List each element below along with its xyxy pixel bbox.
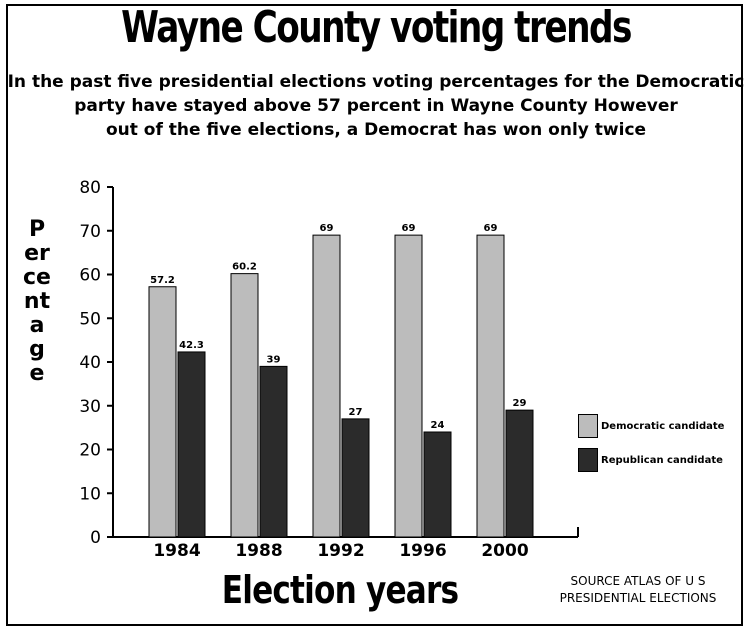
- x-tick-label-1988: 1988: [235, 541, 282, 561]
- x-tick-label-1992: 1992: [317, 541, 364, 561]
- y-tick-label-40: 40: [79, 353, 101, 373]
- dem-label-1992: 69: [320, 223, 334, 234]
- legend-republican: Republican candidate: [578, 448, 723, 472]
- dem-label-1996: 69: [402, 223, 416, 234]
- chart-subtitle: In the past five presidential elections …: [0, 70, 752, 142]
- rep-label-1996: 24: [431, 420, 445, 431]
- y-tick-label-30: 30: [79, 397, 101, 417]
- rep-label-2000: 29: [513, 398, 527, 409]
- y-tick-label-10: 10: [79, 484, 101, 504]
- dem-label-1988: 60.2: [232, 262, 257, 273]
- dem-bar-1988: [230, 273, 259, 538]
- rep-bar-2000: [505, 409, 534, 538]
- y-tick-label-80: 80: [79, 178, 101, 198]
- legend-republican-swatch: [578, 448, 598, 472]
- rep-bar-1984: [177, 351, 206, 538]
- dem-bar-1996: [394, 234, 423, 538]
- legend-democratic-label: Democratic candidate: [601, 420, 725, 432]
- rep-label-1984: 42.3: [179, 340, 204, 351]
- dem-label-1984: 57.2: [150, 275, 175, 286]
- subtitle-line-1: In the past five presidential elections …: [7, 72, 745, 92]
- subtitle-line-3: out of the five elections, a Democrat ha…: [105, 120, 647, 140]
- dem-label-2000: 69: [484, 223, 498, 234]
- rep-bar-1988: [259, 365, 288, 538]
- dem-bar-1984: [148, 286, 177, 538]
- legend-democratic: Democratic candidate: [578, 414, 724, 438]
- source-note: SOURCE ATLAS OF U S PRESIDENTIAL ELECTIO…: [548, 573, 728, 607]
- rep-bar-1996: [423, 431, 452, 538]
- rep-bar-1992: [341, 418, 370, 538]
- y-tick-label-60: 60: [79, 266, 101, 286]
- subtitle-line-2: party have stayed above 57 percent in Wa…: [74, 96, 678, 116]
- x-tick-label-2000: 2000: [481, 541, 528, 561]
- y-tick-label-70: 70: [79, 222, 101, 242]
- x-tick-label-1996: 1996: [399, 541, 446, 561]
- y-tick-label-50: 50: [79, 309, 101, 329]
- x-axis-label: Election years: [221, 568, 459, 612]
- source-line-2: PRESIDENTIAL ELECTIONS: [559, 591, 717, 605]
- legend-democratic-swatch: [578, 414, 598, 438]
- dem-bar-1992: [312, 234, 341, 538]
- chart-title: Wayne County voting trends: [121, 2, 632, 53]
- rep-label-1992: 27: [349, 407, 363, 418]
- dem-bar-2000: [476, 234, 505, 538]
- chart-frame: [6, 4, 743, 626]
- x-tick-label-1984: 1984: [153, 541, 200, 561]
- y-tick-label-20: 20: [79, 441, 101, 461]
- y-tick-label-0: 0: [90, 528, 101, 548]
- rep-label-1988: 39: [267, 354, 281, 365]
- source-line-1: SOURCE ATLAS OF U S: [570, 574, 706, 588]
- legend-republican-label: Republican candidate: [601, 454, 723, 466]
- y-axis-label: Percentage: [23, 217, 51, 386]
